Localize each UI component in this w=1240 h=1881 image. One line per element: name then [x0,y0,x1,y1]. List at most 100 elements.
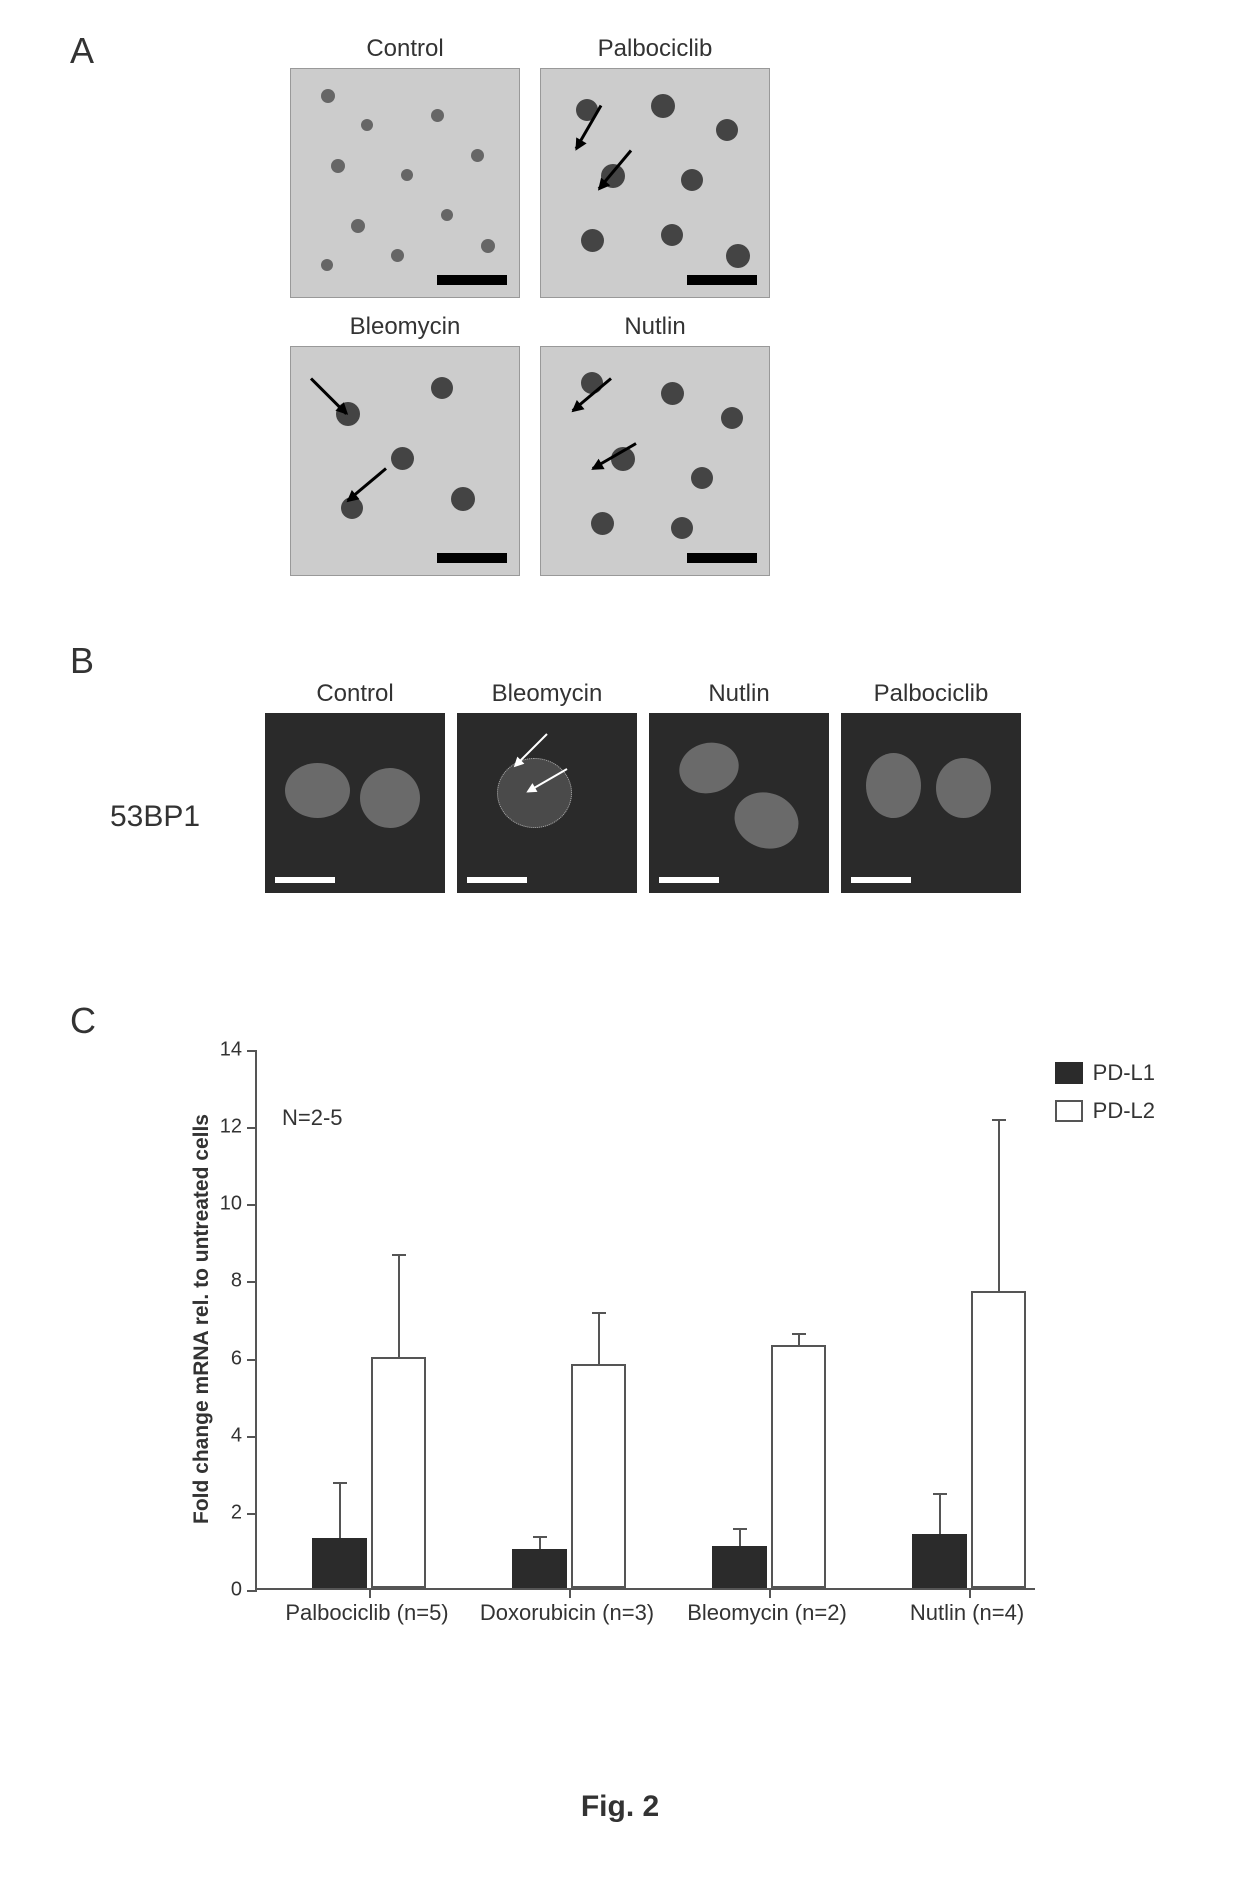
bar-pdl1 [712,1546,767,1588]
x-category-label: Palbociclib (n=5) [285,1600,448,1626]
scale-bar [467,877,527,883]
error-bar [339,1484,341,1538]
panel-b-cell-0: Control [265,680,445,893]
panel-a-label-3: Nutlin [624,313,685,341]
panel-a-img-control [290,68,520,298]
panel-a-label-0: Control [366,35,443,63]
y-tick-label: 0 [212,1579,242,1602]
error-cap [592,1312,606,1314]
figure-caption: Fig. 2 [581,1790,659,1824]
x-category-label: Doxorubicin (n=3) [480,1600,654,1626]
panel-b-img-nutlin [649,713,829,893]
bar-pdl1 [512,1549,567,1588]
scale-bar [687,553,757,563]
error-bar [998,1121,1000,1291]
error-bar [598,1314,600,1364]
x-tick [569,1588,571,1598]
x-category-label: Bleomycin (n=2) [687,1600,847,1626]
y-tick-label: 6 [212,1347,242,1370]
y-tick-label: 12 [212,1116,242,1139]
error-bar [798,1335,800,1345]
scale-bar [659,877,719,883]
panel-a-cell-1: Palbociclib [540,35,770,298]
n-note: N=2-5 [282,1105,343,1131]
panel-b-label-0: Control [316,680,393,708]
panel-a-img-nutlin [540,346,770,576]
error-bar [539,1538,541,1550]
panel-b-label-3: Palbociclib [874,680,989,708]
error-cap [533,1536,547,1538]
error-cap [333,1482,347,1484]
error-cap [792,1333,806,1335]
y-axis-label: Fold change mRNA rel. to untreated cells [190,1114,214,1524]
legend-label-pdl1: PD-L1 [1093,1060,1155,1086]
panel-b-cell-3: Palbociclib [841,680,1021,893]
panel-a-cell-2: Bleomycin [290,313,520,576]
panel-b-label: B [70,640,94,682]
x-tick [369,1588,371,1598]
panel-b-cell-2: Nutlin [649,680,829,893]
error-bar [398,1256,400,1356]
scale-bar [437,553,507,563]
bar-pdl1 [312,1538,367,1588]
panel-c-label: C [70,1000,96,1042]
legend-pdl1: PD-L1 [1055,1060,1155,1086]
panel-a-img-bleomycin [290,346,520,576]
panel-a-label: A [70,30,94,72]
y-tick-label: 2 [212,1501,242,1524]
panel-a-cell-3: Nutlin [540,313,770,576]
x-category-label: Nutlin (n=4) [910,1600,1024,1626]
y-tick [247,1050,257,1052]
error-cap [933,1493,947,1495]
y-tick [247,1204,257,1206]
panel-b-cell-1: Bleomycin [457,680,637,893]
scale-bar [687,275,757,285]
bar-pdl2 [371,1357,426,1588]
y-tick [247,1281,257,1283]
panel-b-row: Control Bleomycin Nutlin Palbociclib [265,680,1021,893]
panel-a-img-palbociclib [540,68,770,298]
panel-a-label-2: Bleomycin [350,313,461,341]
legend: PD-L1 PD-L2 [1055,1060,1155,1136]
bar-pdl2 [971,1291,1026,1588]
error-cap [733,1528,747,1530]
panel-b-label-2: Nutlin [708,680,769,708]
error-bar [739,1530,741,1545]
y-tick-label: 8 [212,1270,242,1293]
y-tick-label: 10 [212,1193,242,1216]
legend-swatch-pdl2 [1055,1100,1083,1122]
panel-a-label-1: Palbociclib [598,35,713,63]
x-tick [969,1588,971,1598]
bar-pdl2 [771,1345,826,1588]
panel-b-img-bleomycin [457,713,637,893]
bar-chart: Fold change mRNA rel. to untreated cells… [175,1030,1125,1710]
arrow-icon [347,467,387,501]
y-tick [247,1127,257,1129]
bar-pdl1 [912,1534,967,1588]
panel-a-cell-0: Control [290,35,520,298]
legend-swatch-pdl1 [1055,1062,1083,1084]
x-tick [769,1588,771,1598]
panel-a-2x2: Control Palbociclib [290,35,770,576]
error-cap [992,1119,1006,1121]
legend-label-pdl2: PD-L2 [1093,1098,1155,1124]
legend-pdl2: PD-L2 [1055,1098,1155,1124]
panel-b-label-1: Bleomycin [492,680,603,708]
panel-a-grid: Control Palbociclib [290,35,770,576]
panel-b-img-control [265,713,445,893]
scale-bar [437,275,507,285]
y-tick [247,1359,257,1361]
y-tick [247,1436,257,1438]
panel-b-img-palbociclib [841,713,1021,893]
error-bar [939,1495,941,1534]
marker-53bp1-label: 53BP1 [110,800,200,834]
bar-pdl2 [571,1364,626,1588]
error-cap [392,1254,406,1256]
y-tick [247,1513,257,1515]
arrow-icon [310,377,347,414]
y-tick [247,1590,257,1592]
scale-bar [851,877,911,883]
y-tick-label: 14 [212,1039,242,1062]
scale-bar [275,877,335,883]
plot-area: Fold change mRNA rel. to untreated cells… [255,1050,1035,1590]
